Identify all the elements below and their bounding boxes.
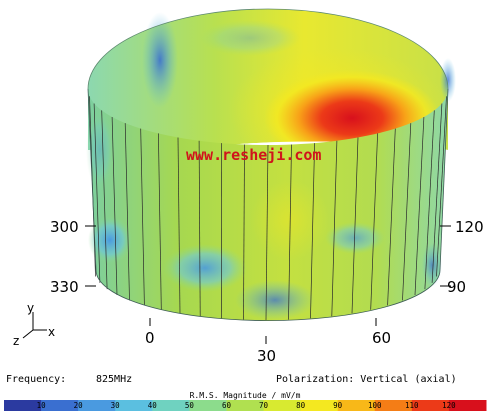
mesh-lines	[89, 96, 447, 321]
mesh-line	[111, 116, 118, 296]
color-scale-tick-label: 70	[259, 401, 269, 410]
mesh-line	[402, 123, 412, 301]
color-scale-tick-label: 90	[333, 401, 343, 410]
color-scale-band	[115, 400, 153, 411]
angle-label-30: 30	[257, 347, 276, 365]
frequency-value: 825MHz	[96, 374, 132, 385]
right-edge	[439, 88, 449, 271]
mesh-line	[124, 123, 130, 301]
color-scale-band	[41, 400, 79, 411]
mesh-line	[265, 144, 269, 321]
triad-z-line	[22, 329, 34, 339]
mesh-line	[310, 143, 315, 319]
mesh-line	[431, 103, 443, 283]
mesh-line	[158, 133, 162, 310]
inner-blue-streak	[142, 12, 178, 108]
color-scale-tick-label: 110	[405, 401, 419, 410]
color-scale-band	[300, 400, 339, 411]
color-scale-tick-label: 100	[368, 401, 382, 410]
angle-label-60: 60	[372, 329, 391, 347]
color-scale-band	[374, 400, 413, 411]
mesh-line	[243, 144, 245, 320]
top-rim	[87, 8, 449, 90]
color-scale-ticks: 10 20 30 40 50 60 70 80 90 100 110 120	[37, 401, 457, 410]
polarization-label: Polarization: Vertical (axial)	[276, 374, 457, 385]
color-scale-tick-label: 60	[222, 401, 232, 410]
color-scale-tick-label: 80	[296, 401, 306, 410]
inner-cool-top	[200, 20, 300, 56]
mesh-line	[198, 140, 201, 317]
angle-label-120: 120	[455, 218, 484, 236]
color-scale-tick-label: 120	[442, 401, 456, 410]
color-scale: R.M.S. Magnitude / mV/m 10 20 30 40 50 60 70 80…	[4, 391, 487, 411]
color-scale-band	[263, 400, 302, 411]
color-scale-tick-label: 10	[37, 401, 47, 410]
mesh-line	[387, 128, 396, 306]
left-edge	[87, 88, 97, 271]
color-scale-band	[226, 400, 265, 411]
triad-y-label: y	[27, 301, 34, 315]
frequency-label: Frequency:	[6, 374, 66, 385]
color-scale-band	[152, 400, 190, 411]
outer-wall	[86, 88, 449, 321]
mesh-line	[331, 140, 338, 317]
angle-label-300: 300	[50, 218, 79, 236]
outer-blue-lower-left	[163, 244, 247, 292]
triad-z-label: z	[13, 334, 19, 348]
mesh-line	[424, 110, 435, 290]
color-scale-tick-label: 30	[111, 401, 121, 410]
color-scale-band	[78, 400, 116, 411]
mesh-line	[177, 137, 181, 314]
color-scale-tick-label: 20	[74, 401, 84, 410]
mesh-line	[436, 96, 447, 277]
color-scale-tick-label: 50	[185, 401, 195, 410]
outer-cool-left	[86, 110, 114, 190]
mesh-line	[288, 144, 292, 320]
outer-blue-bottom	[235, 280, 315, 320]
color-scale-band	[448, 400, 487, 411]
inner-right-blue	[440, 58, 456, 102]
mesh-line	[140, 128, 145, 306]
mesh-line	[370, 133, 378, 310]
mesh-line	[414, 116, 425, 296]
mesh-line	[351, 137, 359, 314]
outer-blue-right	[325, 222, 385, 254]
color-scale-band	[189, 400, 227, 411]
angle-axis: 300 330 0 30 60 90 120	[50, 218, 484, 365]
angle-label-330: 330	[50, 278, 79, 296]
color-scale-band	[411, 400, 450, 411]
color-scale-band	[337, 400, 376, 411]
angle-label-90: 90	[447, 278, 466, 296]
color-scale-band	[4, 400, 42, 411]
axis-triad: y x z	[13, 301, 55, 348]
mesh-line	[101, 110, 108, 290]
watermark: www.resheji.com	[186, 146, 321, 164]
mesh-line	[93, 103, 101, 283]
bottom-rim	[95, 269, 441, 321]
color-scale-tick-label: 40	[148, 401, 158, 410]
angle-label-0: 0	[145, 329, 155, 347]
triad-x-label: x	[48, 325, 55, 339]
color-scale-title: R.M.S. Magnitude / mV/m	[190, 391, 301, 400]
color-scale-bands	[4, 400, 487, 411]
